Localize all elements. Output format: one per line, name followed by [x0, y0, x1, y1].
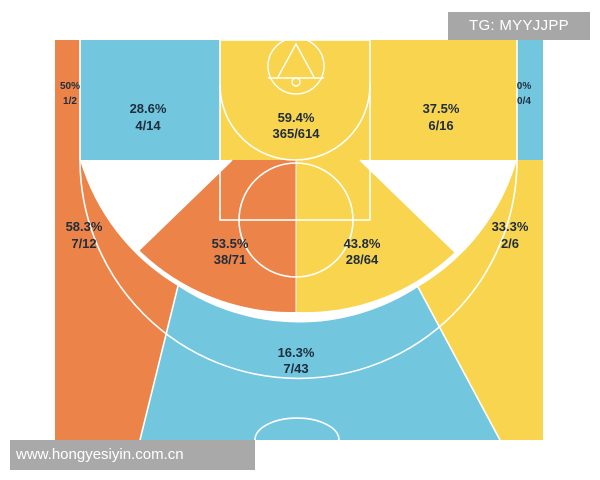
court-lines [79, 40, 518, 440]
label-top-key-3-made: 7/43 [283, 361, 308, 376]
zone-top-key-3 [140, 286, 500, 440]
zone-right-wing-3 [418, 160, 543, 440]
label-left-paint-pct: 53.5% [212, 236, 249, 251]
zone-right-mid-baseline [360, 40, 517, 160]
label-right-mid-baseline-pct: 37.5% [423, 101, 460, 116]
label-left-wing-3-pct: 58.3% [66, 219, 103, 234]
zone-left-wing-3 [55, 160, 178, 440]
zone-left-corner-3 [55, 40, 80, 160]
label-left-paint-made: 38/71 [214, 252, 247, 267]
label-right-paint-made: 28/64 [346, 252, 379, 267]
label-right-corner-3-made: 0/4 [517, 96, 531, 107]
label-restricted-area-made: 365/614 [273, 126, 321, 141]
label-top-key-3-pct: 16.3% [278, 345, 315, 360]
label-right-wing-3-made: 2/6 [501, 236, 519, 251]
label-right-corner-3-pct: 0% [517, 81, 532, 92]
label-left-wing-3-made: 7/12 [71, 236, 96, 251]
label-right-paint-pct: 43.8% [344, 236, 381, 251]
label-left-corner-3-made: 1/2 [63, 96, 77, 107]
zone-restricted-area [220, 40, 370, 160]
zone-right-corner-3 [517, 40, 543, 160]
label-left-mid-baseline-pct: 28.6% [130, 101, 167, 116]
label-left-mid-baseline-made: 4/14 [135, 118, 161, 133]
zone-left-mid-baseline [80, 40, 232, 160]
watermark-top: TG: MYYJJPP [448, 12, 590, 40]
zone-labels: 50% 1/2 28.6% 4/14 59.4% 365/614 37.5% 6… [60, 81, 531, 376]
label-right-wing-3-pct: 33.3% [492, 219, 529, 234]
basket-icon [267, 40, 325, 95]
zone-left-paint [139, 160, 296, 313]
zone-right-paint [296, 160, 455, 313]
label-restricted-area-pct: 59.4% [278, 110, 315, 125]
label-right-mid-baseline-made: 6/16 [428, 118, 453, 133]
label-left-corner-3-pct: 50% [60, 81, 80, 92]
watermark-bottom: www.hongyesiyin.com.cn [10, 440, 255, 470]
